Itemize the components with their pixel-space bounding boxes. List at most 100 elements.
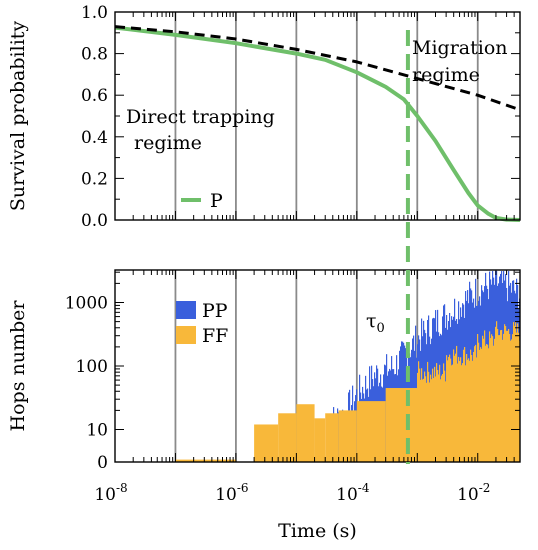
- ff-bar: [428, 371, 430, 462]
- ff-bar: [425, 376, 427, 462]
- ff-bar: [442, 373, 444, 462]
- migration-label: Migration: [412, 37, 508, 59]
- ff-bar: [439, 364, 441, 462]
- ff-bar: [488, 348, 490, 462]
- tau-subscript: 0: [377, 321, 385, 336]
- ff-bar: [497, 329, 499, 462]
- ff-bar: [475, 344, 477, 462]
- ff-bar: [484, 330, 486, 462]
- legend-p-label: P: [210, 190, 223, 212]
- tau0-label: τ0: [366, 310, 385, 336]
- survival-reference-dashed-curve: [114, 25, 521, 112]
- ff-bar: [422, 379, 424, 462]
- direct-trapping-label: Direct trapping: [126, 106, 275, 128]
- migration-regime-label: regime: [412, 64, 480, 86]
- ff-bar: [467, 359, 469, 462]
- ff-bar: [314, 418, 326, 462]
- ff-bar: [175, 459, 236, 462]
- tau-symbol: τ: [366, 310, 377, 332]
- ff-bar: [459, 360, 461, 462]
- ff-bar: [429, 382, 431, 462]
- ff-bar: [430, 374, 432, 462]
- ff-bar: [463, 349, 465, 462]
- x-tick-label: 10-8: [94, 481, 127, 505]
- ff-bar: [515, 322, 517, 462]
- ff-bar: [444, 370, 446, 462]
- ff-bar: [433, 378, 435, 462]
- ff-bar: [436, 363, 438, 462]
- hops-y-axis-title: Hops number: [7, 300, 29, 432]
- x-tick-exponent: -2: [479, 481, 491, 495]
- ff-bar: [424, 371, 426, 462]
- survival-y-tick-label: 0.4: [81, 128, 108, 148]
- ff-bar: [417, 372, 419, 462]
- ff-bar: [385, 388, 418, 462]
- legend-pp-swatch: [176, 301, 196, 319]
- ff-bar: [504, 324, 506, 462]
- legend-ff-swatch: [176, 326, 196, 344]
- ff-bar: [509, 334, 511, 462]
- ff-bar: [462, 363, 464, 462]
- ff-bar: [478, 342, 480, 462]
- ff-bar: [499, 335, 501, 462]
- ff-bar: [496, 321, 498, 462]
- ff-bar: [481, 348, 483, 462]
- survival-y-tick-label: 0.8: [81, 45, 108, 65]
- ff-bar: [356, 401, 386, 462]
- survival-ticks: [114, 11, 521, 221]
- ff-bar: [447, 360, 449, 462]
- ff-bar: [452, 364, 454, 462]
- ff-bar: [508, 329, 510, 462]
- ff-bar: [434, 366, 436, 462]
- legend-pp-label: PP: [202, 300, 228, 322]
- ff-bar: [506, 330, 508, 462]
- ff-bar: [489, 331, 491, 462]
- ff-bar: [421, 368, 423, 462]
- ff-bar: [296, 404, 315, 462]
- ff-bar: [451, 365, 453, 462]
- ff-bar: [427, 361, 429, 462]
- survival-y-tick-label: 1.0: [81, 3, 108, 23]
- survival-y-tick-label: 0.6: [81, 86, 108, 106]
- ff-bar: [419, 368, 421, 462]
- ff-bar: [516, 332, 518, 462]
- ff-bar: [420, 379, 422, 462]
- ff-bar: [477, 334, 479, 462]
- ff-bar: [503, 333, 505, 462]
- ff-bar: [465, 365, 467, 462]
- ff-bar: [457, 363, 459, 462]
- ff-bar: [325, 413, 339, 462]
- ff-bar: [472, 360, 474, 462]
- ff-bar: [454, 355, 456, 462]
- hops-y-tick-labels: 0 10 100 1000: [65, 294, 108, 474]
- x-tick-base: 10: [215, 485, 237, 505]
- ff-bar: [464, 347, 466, 462]
- survival-y-tick-label: 0.0: [81, 211, 108, 231]
- ff-bar: [278, 413, 297, 462]
- ff-bar: [492, 336, 494, 462]
- x-tick-base: 10: [457, 485, 479, 505]
- ff-bar: [440, 379, 442, 462]
- ff-bar: [431, 379, 433, 462]
- ff-bar: [466, 353, 468, 462]
- x-tick-label: 10-2: [457, 481, 490, 505]
- ff-bar: [514, 325, 516, 462]
- ff-bar: [448, 356, 450, 462]
- ff-bar: [517, 323, 519, 462]
- ff-bar: [474, 346, 476, 462]
- ff-bar: [461, 365, 463, 462]
- survival-p-curve: [114, 25, 521, 222]
- ff-bar: [502, 339, 504, 462]
- x-axis-title: Time (s): [278, 520, 357, 542]
- ff-bar: [418, 361, 420, 462]
- x-tick-label: 10-6: [215, 481, 248, 505]
- ff-bar: [518, 332, 520, 462]
- ff-bar: [476, 357, 478, 462]
- ff-bar: [446, 355, 448, 462]
- x-tick-base: 10: [94, 485, 116, 505]
- ff-bar: [480, 347, 482, 462]
- survival-y-tick-label: 0.2: [81, 169, 108, 189]
- ff-bar: [423, 378, 425, 462]
- ff-bar: [468, 358, 470, 462]
